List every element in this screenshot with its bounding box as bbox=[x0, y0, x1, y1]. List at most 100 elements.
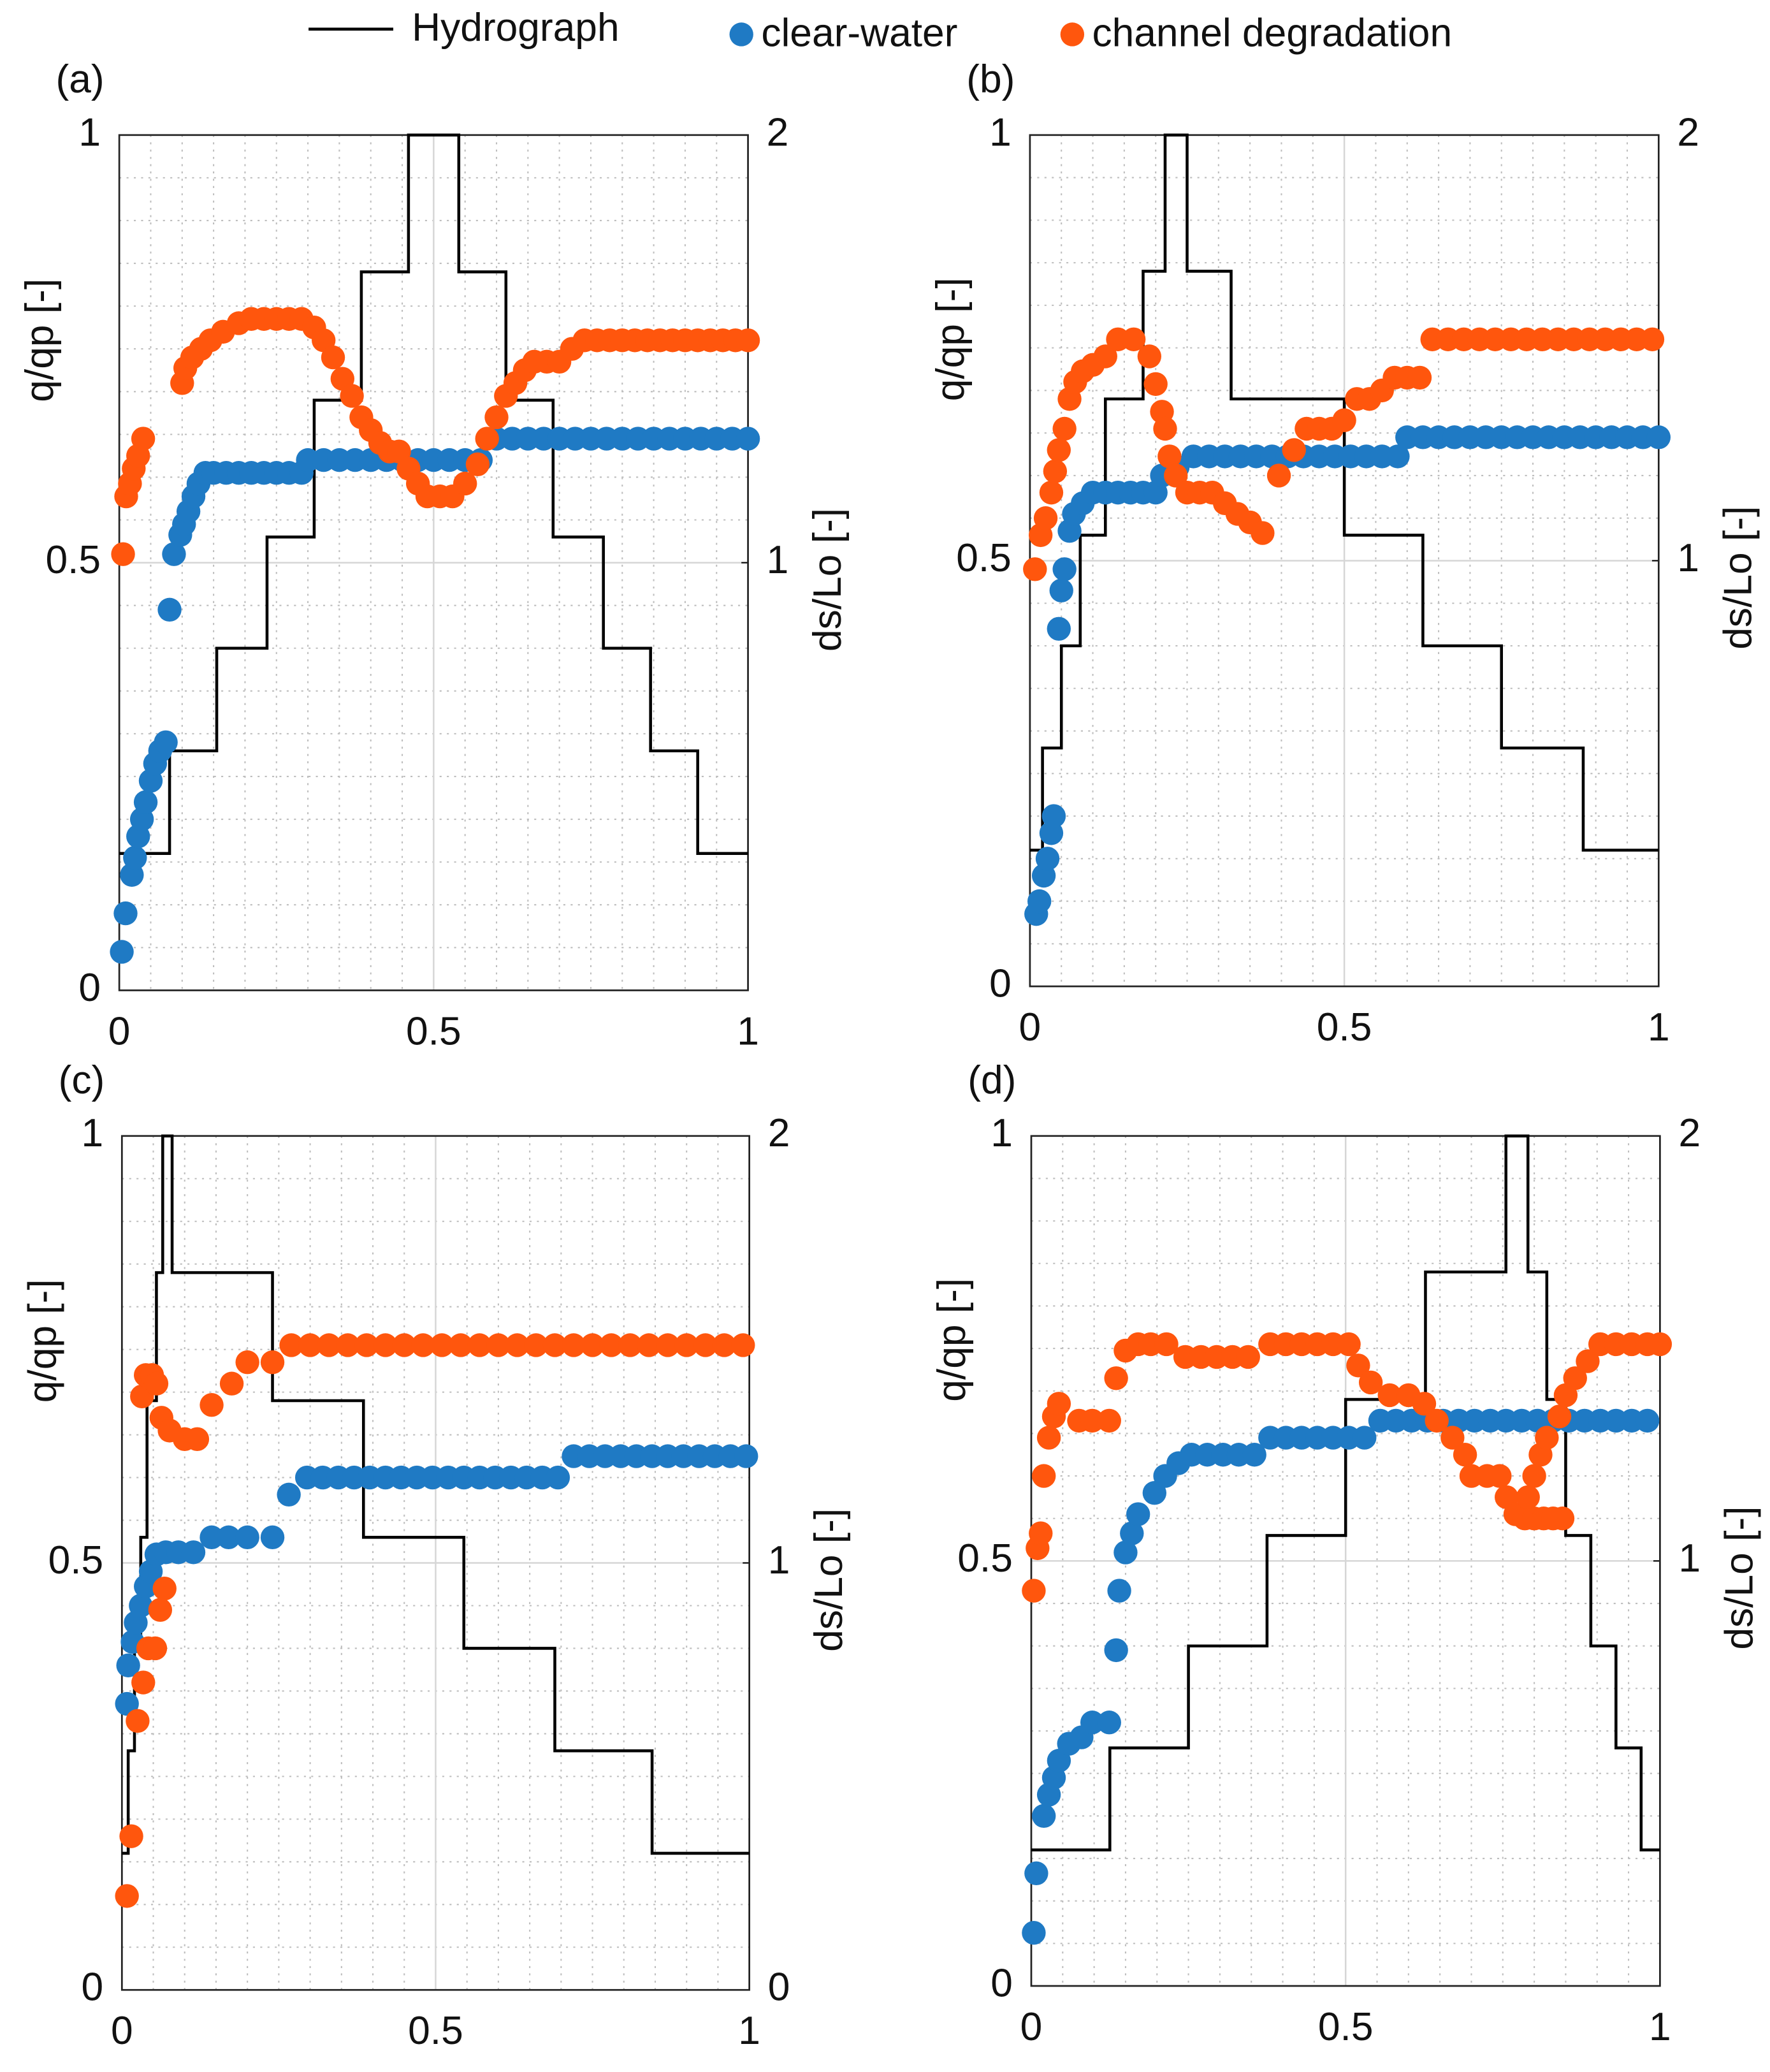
scatter-point bbox=[1488, 1464, 1512, 1488]
y-axis-label: q/qp [-] bbox=[930, 1278, 974, 1402]
legend-label: clear-water bbox=[761, 11, 957, 55]
scatter-point bbox=[1052, 416, 1077, 441]
legend-label: channel degradation bbox=[1092, 11, 1453, 55]
y-tick-label: 0 bbox=[989, 962, 1012, 1006]
scatter-point bbox=[1022, 1579, 1046, 1603]
scatter-point bbox=[321, 345, 345, 370]
x-tick-label: 0.5 bbox=[406, 1009, 461, 1053]
scatter-point bbox=[119, 1824, 143, 1848]
scatter-point bbox=[1022, 1920, 1046, 1945]
scatter-point bbox=[1353, 1426, 1377, 1450]
x-tick-label: 0.5 bbox=[1317, 1005, 1372, 1049]
y-axis-label: q/qp [-] bbox=[20, 1279, 64, 1403]
plot-frame bbox=[1030, 1135, 1661, 1987]
scatter-point bbox=[1114, 1540, 1138, 1565]
scatter-point bbox=[1043, 459, 1068, 483]
y2-tick-label: 2 bbox=[1678, 1111, 1701, 1155]
x-tick-label: 0 bbox=[1020, 2005, 1043, 2049]
y2-axis-label: ds/Lo [-] bbox=[1718, 1507, 1762, 1650]
scatter-point bbox=[411, 1333, 435, 1357]
scatter-point bbox=[1126, 1502, 1150, 1526]
scatter-point bbox=[129, 1593, 153, 1618]
scatter-point bbox=[126, 1709, 150, 1733]
scatter-point bbox=[1142, 1481, 1167, 1505]
scatter-point bbox=[1052, 557, 1077, 581]
panel-label: (a) bbox=[55, 57, 104, 101]
scatter-point bbox=[216, 1525, 241, 1550]
scatter-point bbox=[1407, 365, 1432, 390]
scatter-point bbox=[113, 901, 138, 926]
y-axis-label: q/qp [-] bbox=[18, 279, 62, 402]
scatter-point bbox=[235, 1525, 259, 1550]
scatter-point bbox=[235, 1350, 259, 1375]
scatter-point bbox=[1093, 344, 1117, 368]
scatter-point bbox=[580, 1333, 605, 1357]
panel: 0 0.5 1 0 0.5 1 1 2 (a) q/qp [-] ds/Lo [-] bbox=[18, 57, 850, 1053]
scatter-point bbox=[1097, 1408, 1121, 1433]
scatter-point bbox=[430, 1333, 454, 1357]
scatter-point bbox=[1646, 425, 1671, 449]
scatter-point bbox=[1033, 506, 1058, 530]
scatter-point bbox=[1563, 1366, 1587, 1390]
scatter-point bbox=[618, 1333, 642, 1357]
y2-tick-label: 2 bbox=[1677, 110, 1699, 154]
plot-frame bbox=[120, 1135, 750, 1991]
scatter-point bbox=[1153, 416, 1177, 441]
y-tick-label: 0 bbox=[78, 966, 101, 1010]
x-tick-label: 0.5 bbox=[1318, 2005, 1374, 2049]
scatter-point bbox=[374, 1333, 398, 1357]
hydrograph-line bbox=[1029, 133, 1659, 852]
scatter-point bbox=[1358, 1370, 1383, 1395]
scatter-point bbox=[1251, 521, 1275, 545]
scatter-point bbox=[546, 1465, 570, 1490]
scatter-point bbox=[1023, 557, 1047, 581]
y-tick-label: 0 bbox=[990, 1961, 1013, 2005]
scatter-point bbox=[1266, 463, 1291, 488]
scatter-point bbox=[1035, 847, 1060, 871]
scatter-point bbox=[1104, 1366, 1128, 1390]
scatter-point bbox=[123, 845, 147, 870]
scatter-point bbox=[562, 1333, 586, 1357]
panel-label: (c) bbox=[59, 1058, 105, 1102]
y2-axis-label: ds/Lo [-] bbox=[1716, 506, 1760, 650]
y2-tick-label: 2 bbox=[767, 110, 789, 154]
scatter-point bbox=[279, 1333, 303, 1357]
scatter-point bbox=[1047, 1392, 1071, 1416]
scatter-point bbox=[148, 1598, 173, 1622]
scatter-point bbox=[1425, 1408, 1449, 1433]
scatter-point bbox=[131, 1670, 156, 1695]
scatter-point bbox=[1282, 438, 1306, 462]
y2-tick-label: 1 bbox=[767, 538, 789, 582]
scatter-point bbox=[1547, 1404, 1572, 1429]
y-tick-label: 0 bbox=[82, 1966, 104, 2010]
scatter-point bbox=[1097, 1711, 1121, 1735]
scatter-point bbox=[1332, 408, 1356, 432]
y2-tick-label: 0 bbox=[768, 1966, 790, 2010]
y-tick-label: 0.5 bbox=[48, 1538, 104, 1582]
y2-axis-label: ds/Lo [-] bbox=[806, 508, 850, 652]
y2-tick-label: 1 bbox=[1677, 536, 1699, 580]
scatter-point bbox=[1440, 1426, 1465, 1450]
panel-label: (d) bbox=[968, 1058, 1016, 1102]
hydrograph-line bbox=[119, 133, 748, 855]
y-tick-label: 0.5 bbox=[45, 538, 101, 582]
x-tick-label: 1 bbox=[737, 1009, 759, 1053]
scatter-point bbox=[1041, 804, 1066, 828]
scatter-point bbox=[1576, 1349, 1600, 1373]
scatter-point bbox=[674, 1333, 699, 1357]
scatter-point bbox=[1080, 1408, 1105, 1433]
scatter-point bbox=[1337, 1332, 1361, 1357]
y-tick-label: 1 bbox=[78, 110, 101, 154]
scatter-point bbox=[1640, 327, 1665, 351]
scatter-point bbox=[1164, 463, 1188, 488]
x-tick-label: 0 bbox=[108, 1009, 131, 1053]
scatter-point bbox=[199, 1393, 224, 1417]
scatter-point bbox=[731, 1333, 755, 1357]
x-tick-label: 0 bbox=[1019, 1005, 1041, 1049]
scatter-point bbox=[1032, 1804, 1056, 1828]
scatter-point bbox=[277, 1482, 301, 1507]
scatter-point bbox=[467, 1333, 492, 1357]
